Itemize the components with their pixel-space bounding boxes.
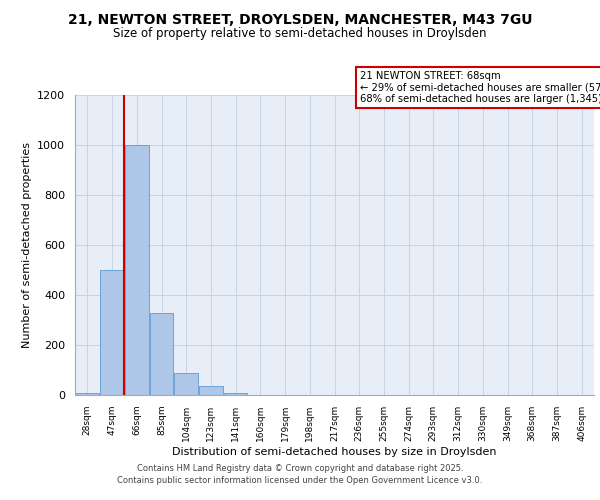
Bar [175,372,198,395]
Text: 21 NEWTON STREET: 68sqm
← 29% of semi-detached houses are smaller (571)
68% of s: 21 NEWTON STREET: 68sqm ← 29% of semi-de… [361,71,600,104]
Bar [150,312,173,395]
Bar [125,145,149,395]
Text: 21, NEWTON STREET, DROYLSDEN, MANCHESTER, M43 7GU: 21, NEWTON STREET, DROYLSDEN, MANCHESTER… [68,12,532,26]
Text: Contains HM Land Registry data © Crown copyright and database right 2025.: Contains HM Land Registry data © Crown c… [137,464,463,473]
Bar [100,270,124,395]
Y-axis label: Number of semi-detached properties: Number of semi-detached properties [22,142,32,348]
Bar [199,386,223,395]
Text: Contains public sector information licensed under the Open Government Licence v3: Contains public sector information licen… [118,476,482,485]
Bar [224,392,247,395]
X-axis label: Distribution of semi-detached houses by size in Droylsden: Distribution of semi-detached houses by … [172,446,497,456]
Bar [76,392,99,395]
Text: Size of property relative to semi-detached houses in Droylsden: Size of property relative to semi-detach… [113,28,487,40]
